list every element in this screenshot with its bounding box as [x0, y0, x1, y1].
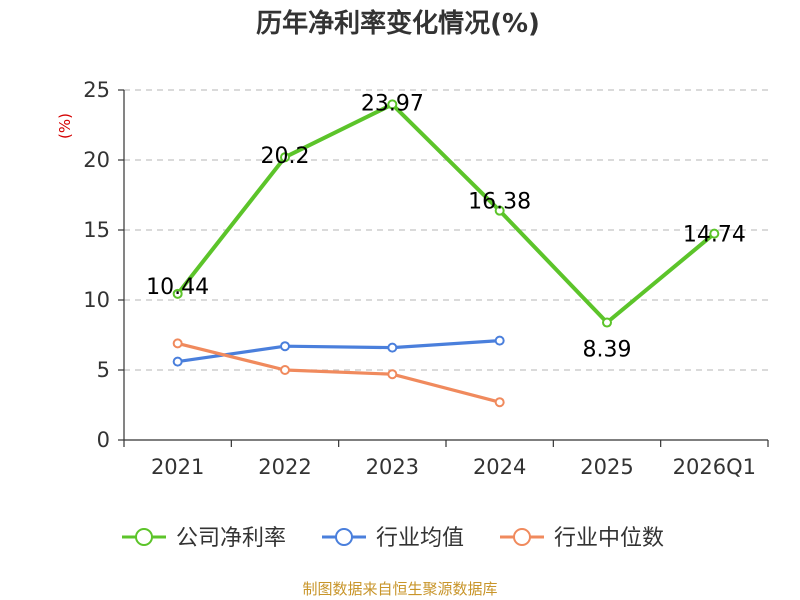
x-tick-label: 2023	[366, 455, 419, 479]
series-1	[172, 335, 505, 367]
y-axis-ticks: 0 5 10 15 20 25	[83, 78, 124, 452]
data-point	[172, 356, 183, 367]
data-point	[387, 342, 398, 353]
y-tick-label: 10	[83, 288, 110, 312]
y-tick-label: 0	[97, 428, 110, 452]
data-point	[280, 152, 290, 163]
legend-label: 公司净利率	[176, 526, 286, 551]
data-label: 23.97	[361, 91, 424, 116]
data-label: 10.44	[146, 275, 209, 300]
x-tick-label: 2026Q1	[673, 455, 756, 479]
data-label: 20.2	[261, 144, 310, 169]
legend-circle-icon	[335, 528, 353, 546]
legend-item-0[interactable]: 公司净利率	[122, 526, 286, 551]
data-point	[494, 335, 505, 346]
x-axis-ticks: 2021 2022 2023 2024 2025 2026Q1	[123, 440, 769, 479]
data-point	[172, 338, 183, 349]
data-label: 16.38	[468, 190, 531, 215]
series-group	[172, 99, 720, 408]
legend-label: 行业中位数	[554, 526, 664, 551]
chart-title: 历年净利率变化情况(%)	[256, 8, 540, 39]
data-point	[494, 205, 505, 216]
x-tick-label: 2022	[258, 455, 311, 479]
legend-label: 行业均值	[376, 526, 464, 551]
source-note: 制图数据来自恒生聚源数据库	[302, 580, 497, 598]
y-tick-label: 25	[83, 78, 110, 102]
y-tick-label: 20	[83, 148, 110, 172]
x-tick-label: 2025	[580, 455, 633, 479]
series-line-0	[176, 102, 716, 325]
series-line-2	[177, 341, 501, 404]
x-tick-label: 2024	[473, 455, 526, 479]
y-tick-label: 15	[83, 218, 110, 242]
data-point	[387, 369, 398, 380]
legend-item-1[interactable]: 行业均值	[322, 526, 464, 551]
legend-item-2[interactable]: 行业中位数	[500, 526, 664, 551]
legend: 公司净利率 行业均值 行业中位数	[122, 526, 664, 551]
grid-lines	[124, 89, 768, 371]
series-2	[172, 338, 505, 408]
y-tick-label: 5	[97, 358, 110, 382]
data-point	[280, 365, 290, 375]
data-point	[709, 228, 720, 239]
data-label: 14.74	[683, 223, 746, 248]
x-tick-label: 2021	[151, 455, 204, 479]
data-labels: 10.44 20.2 23.97 16.38 8.39 14.74	[146, 91, 746, 362]
legend-circle-icon	[135, 528, 153, 546]
data-point	[602, 317, 612, 328]
data-label: 8.39	[583, 338, 632, 363]
data-point	[172, 288, 183, 299]
y-axis-unit-label: (%)	[56, 113, 74, 139]
series-0	[172, 99, 720, 328]
data-point	[280, 341, 290, 352]
series-line-1	[177, 339, 500, 364]
data-point	[387, 99, 398, 110]
data-point	[494, 397, 505, 408]
legend-circle-icon	[513, 528, 531, 546]
